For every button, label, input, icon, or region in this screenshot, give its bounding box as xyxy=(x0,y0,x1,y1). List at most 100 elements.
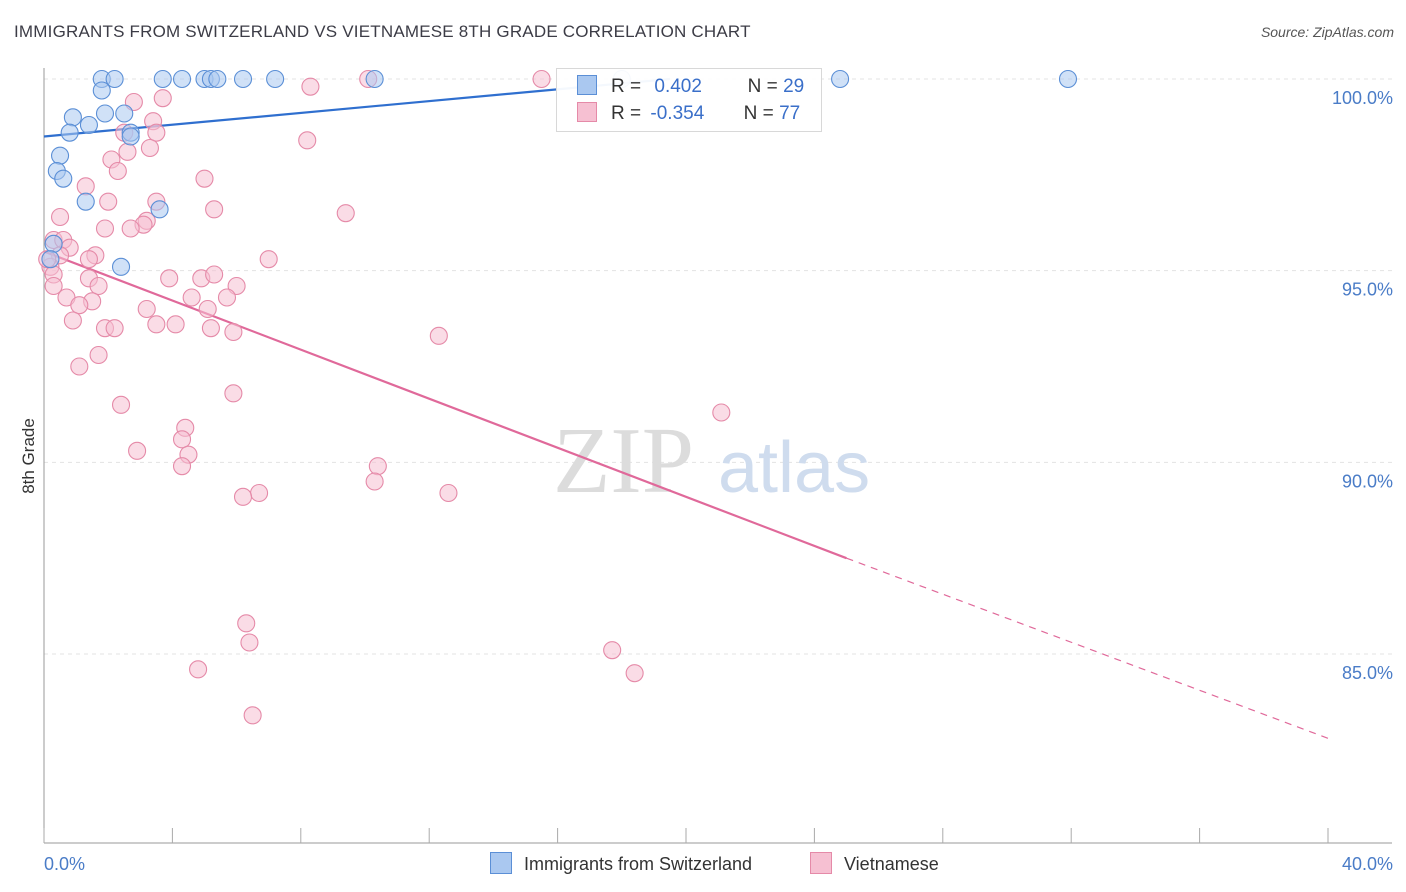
data-point-pink xyxy=(50,207,70,227)
data-point-pink xyxy=(121,219,140,238)
chart-title: IMMIGRANTS FROM SWITZERLAND VS VIETNAMES… xyxy=(14,22,751,41)
data-point-blue xyxy=(121,127,140,146)
axes xyxy=(43,68,1392,844)
data-point-pink xyxy=(712,403,731,422)
data-point-pink xyxy=(429,326,448,345)
x-tick-label-min: 0.0% xyxy=(44,854,85,874)
data-point-pink xyxy=(95,219,115,238)
source-label: Source: ZipAtlas.com xyxy=(1260,24,1394,40)
y-tick-label: 85.0% xyxy=(1342,663,1393,683)
legend-item-switzerland: Immigrants from Switzerland xyxy=(490,852,752,875)
data-point-blue xyxy=(150,200,169,219)
data-point-pink xyxy=(147,315,166,334)
data-point-pink xyxy=(532,69,551,89)
data-point-blue xyxy=(60,123,79,142)
data-point-blue xyxy=(92,81,111,100)
legend-swatch-vietnamese xyxy=(810,852,832,874)
data-point-pink xyxy=(365,472,384,491)
data-point-blue xyxy=(50,146,70,165)
data-point-pink xyxy=(224,384,243,403)
y-tick-label: 95.0% xyxy=(1342,280,1393,300)
data-point-blue xyxy=(79,115,98,135)
data-point-pink xyxy=(128,441,147,460)
legend-row-vietnamese: R = -0.354 N = 77 xyxy=(577,102,800,126)
data-point-pink xyxy=(240,633,259,652)
data-point-pink xyxy=(160,269,179,288)
data-point-pink xyxy=(118,142,137,161)
legend-r-value-vietnamese: -0.354 xyxy=(650,103,705,124)
data-point-pink xyxy=(250,483,269,503)
data-point-blue xyxy=(41,250,60,269)
data-point-blue xyxy=(233,69,253,89)
data-point-pink xyxy=(105,319,124,338)
data-point-pink xyxy=(298,131,317,150)
legend-item-vietnamese: Vietnamese xyxy=(810,852,939,875)
data-point-pink xyxy=(172,430,192,449)
data-point-blue xyxy=(63,108,82,127)
data-point-blue xyxy=(44,234,63,253)
y-tick-label: 90.0% xyxy=(1342,471,1393,491)
watermark-atlas: atlas xyxy=(718,428,870,508)
y-tick-label: 100.0% xyxy=(1332,88,1393,108)
data-point-pink xyxy=(205,265,224,284)
data-point-pink xyxy=(111,395,131,414)
data-point-pink xyxy=(79,250,98,269)
data-point-pink xyxy=(70,357,89,376)
data-point-pink xyxy=(243,706,262,725)
data-point-pink xyxy=(224,322,243,342)
data-point-pink xyxy=(182,288,201,307)
data-point-pink xyxy=(99,192,118,211)
y-axis-title: 8th Grade xyxy=(19,418,38,494)
data-point-blue xyxy=(208,69,227,89)
data-point-pink xyxy=(198,299,217,319)
data-point-pink xyxy=(108,161,127,181)
data-point-pink xyxy=(368,457,387,476)
data-point-blue xyxy=(153,69,172,89)
data-point-pink xyxy=(205,200,224,219)
gridlines xyxy=(44,78,1392,655)
points-switzerland xyxy=(41,69,1078,276)
points-vietnamese xyxy=(38,69,731,725)
data-point-pink xyxy=(336,204,355,223)
data-point-pink xyxy=(625,664,644,683)
data-point-blue xyxy=(54,169,73,188)
data-point-pink xyxy=(233,487,253,506)
data-point-pink xyxy=(172,457,192,476)
data-point-blue xyxy=(365,69,384,89)
trendline-extension-pink xyxy=(846,557,1329,739)
x-tick-label-max: 40.0% xyxy=(1342,854,1393,874)
legend-row-switzerland: R = 0.402 N = 29 xyxy=(577,75,804,99)
data-point-blue xyxy=(105,69,124,89)
data-point-pink xyxy=(147,123,166,142)
data-point-blue xyxy=(831,69,850,89)
data-point-pink xyxy=(63,311,82,330)
data-point-blue xyxy=(172,69,192,89)
data-point-pink xyxy=(166,315,185,334)
data-point-pink xyxy=(201,319,220,338)
data-point-pink xyxy=(137,299,156,319)
data-point-blue xyxy=(95,104,115,123)
trendline-pink xyxy=(43,250,847,560)
legend-swatch-pink xyxy=(577,102,597,122)
legend-swatch-switzerland xyxy=(490,852,512,874)
legend-swatch-blue xyxy=(577,75,597,95)
watermark: ZIP atlas xyxy=(553,409,870,513)
data-point-pink xyxy=(259,250,278,269)
data-point-pink xyxy=(217,288,237,307)
data-point-pink xyxy=(439,483,458,503)
legend-n-value-switzerland: 29 xyxy=(783,76,805,97)
data-point-pink xyxy=(301,77,320,96)
data-point-pink xyxy=(89,345,108,365)
data-point-pink xyxy=(89,276,108,296)
data-point-pink xyxy=(189,660,208,679)
data-point-blue xyxy=(266,69,285,89)
data-point-blue xyxy=(111,257,131,276)
data-point-blue xyxy=(1058,69,1078,89)
data-point-pink xyxy=(603,641,622,660)
data-point-pink xyxy=(70,296,89,315)
watermark-zip: ZIP xyxy=(553,409,694,513)
y-tick-labels: 85.0% 90.0% 95.0% 100.0% xyxy=(1332,88,1393,683)
data-point-pink xyxy=(76,177,95,196)
data-point-pink xyxy=(44,276,63,296)
